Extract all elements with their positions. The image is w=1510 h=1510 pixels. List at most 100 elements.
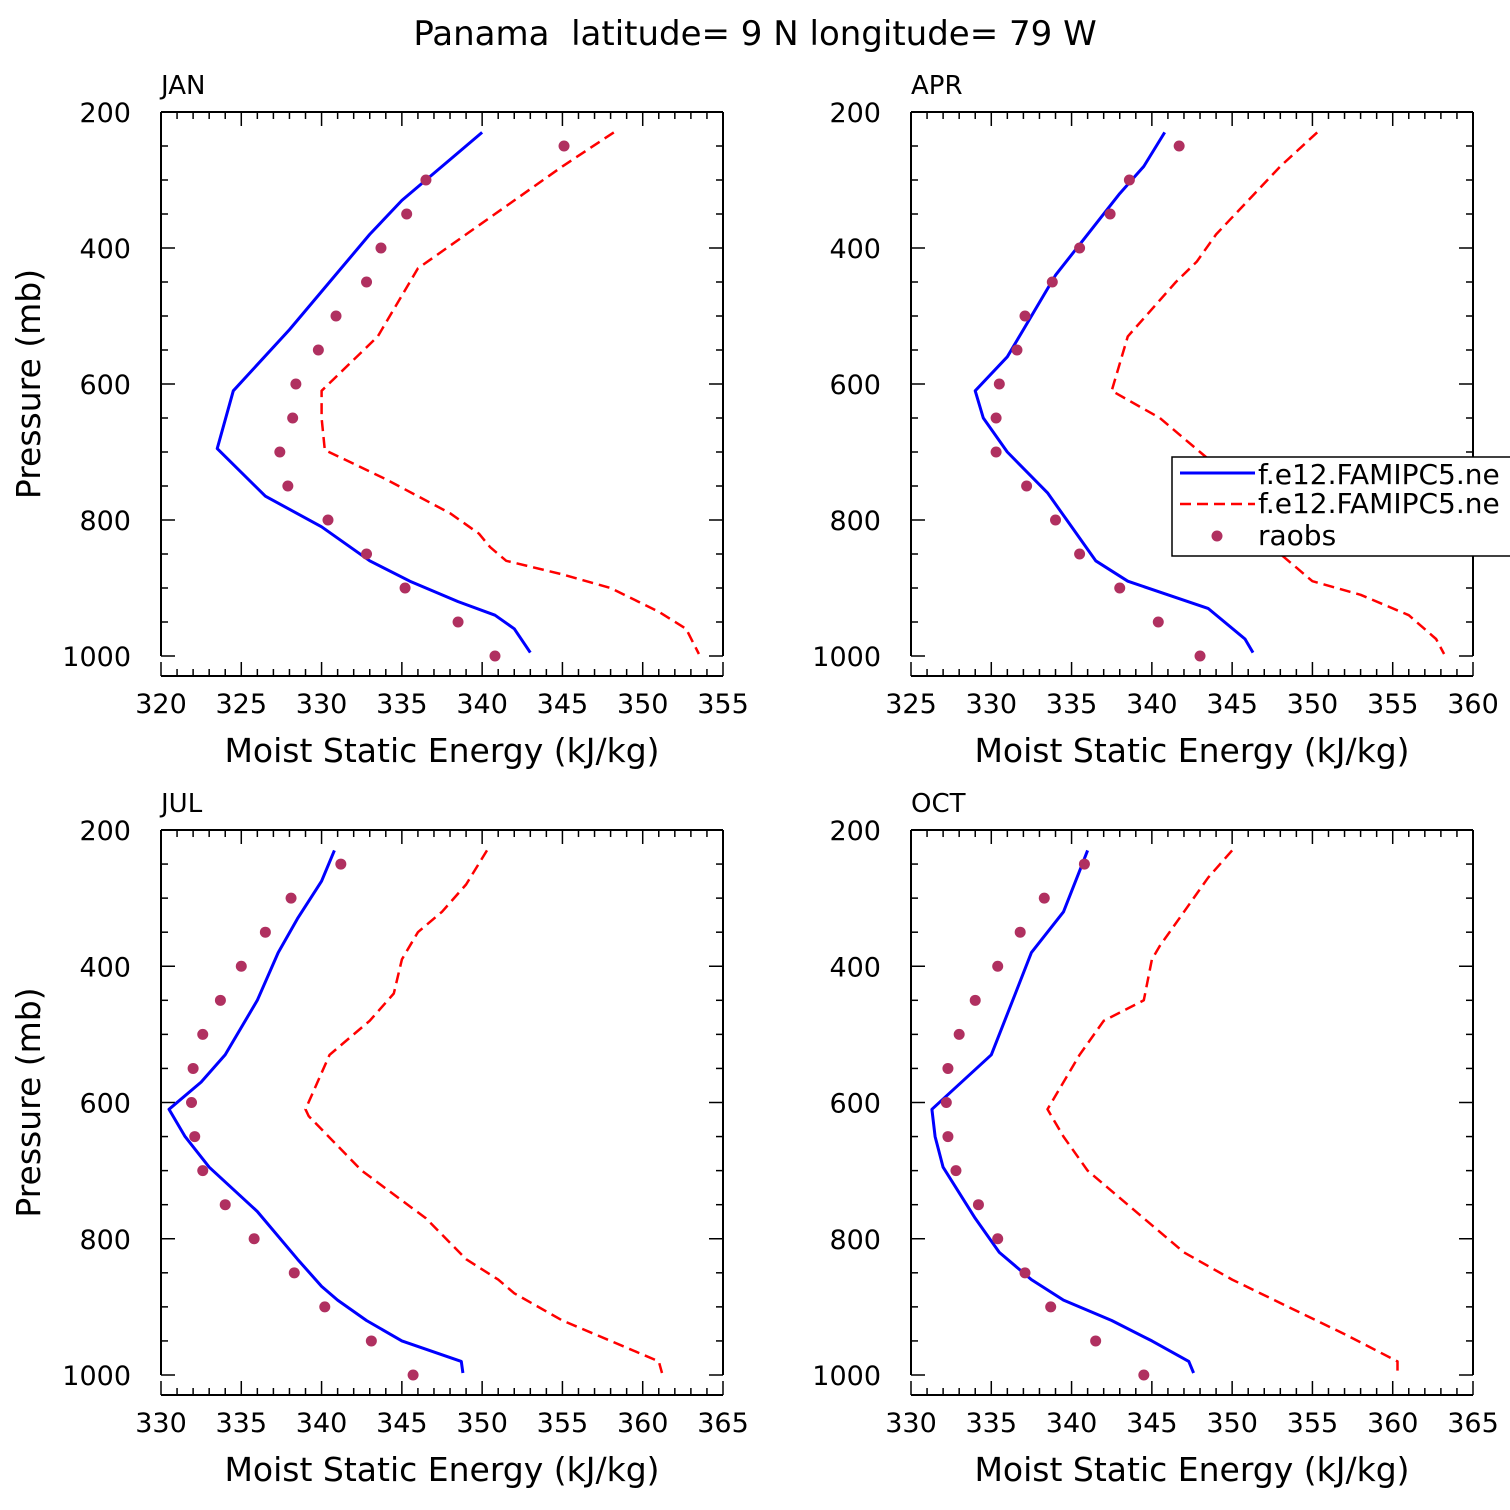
panel-jan-y-tick-label: 400 xyxy=(79,234,131,265)
panel-jan-raobs-point xyxy=(361,276,373,288)
panel-jan-x-tick-label: 340 xyxy=(456,689,508,720)
panel-oct-x-tick-label: 350 xyxy=(1206,1408,1258,1439)
panel-oct-y-tick-label: 1000 xyxy=(812,1361,881,1392)
panel-jul-ylabel: Pressure (mb) xyxy=(9,987,48,1217)
panel-jan-x-tick-label: 330 xyxy=(296,689,348,720)
panel-apr-x-tick-label: 325 xyxy=(885,689,937,720)
panel-jul-raobs-point xyxy=(335,858,347,870)
panel-oct-raobs-point xyxy=(1090,1335,1102,1347)
panel-apr-raobs-point xyxy=(1074,242,1086,254)
panel-oct-y-tick-label: 200 xyxy=(829,816,881,847)
panel-jul-y-tick-label: 200 xyxy=(79,816,131,847)
panel-jan-x-tick-label: 325 xyxy=(216,689,268,720)
panel-jan: 320 325 330 335 340 345 350 355 200 400 600 800 1000… xyxy=(9,71,749,770)
panel-oct-raobs-point xyxy=(1045,1301,1057,1313)
panel-jan-raobs-point xyxy=(401,208,413,220)
panel-jul-raobs-point xyxy=(288,1267,300,1279)
panel-jul-title: JUL xyxy=(159,789,203,819)
panel-apr-raobs-point xyxy=(1021,480,1033,492)
panel-apr: 325 330 335 340 345 350 355 360 200 400 600 800 1000… xyxy=(812,71,1498,770)
panel-jul-x-tick-label: 350 xyxy=(456,1408,508,1439)
panel-oct-raobs-point xyxy=(992,1233,1004,1245)
panel-jul-series-dashed-line xyxy=(304,849,664,1374)
panel-jul-y-tick-label: 800 xyxy=(79,1225,131,1256)
panel-oct-raobs-point xyxy=(942,1062,954,1074)
panel-oct-raobs-point xyxy=(1078,858,1090,870)
panel-oct-raobs-point xyxy=(972,1199,984,1211)
panel-apr-raobs-point xyxy=(990,412,1002,424)
panel-jan-ylabel: Pressure (mb) xyxy=(9,269,48,499)
panel-oct-series-dashed-line xyxy=(1046,849,1399,1373)
panel-jan-raobs-point xyxy=(282,480,294,492)
panel-jan-y-tick-label: 600 xyxy=(79,370,131,401)
panel-jul-raobs-point xyxy=(189,1131,201,1143)
panel-jan-x-tick-label: 350 xyxy=(617,689,669,720)
panel-jan-series-dashed-line xyxy=(320,131,701,655)
panel-jan-raobs-point xyxy=(330,310,342,322)
panel-oct-raobs-point xyxy=(950,1165,962,1177)
panel-apr-raobs-point xyxy=(1011,344,1023,356)
panel-jul-x-tick-label: 330 xyxy=(135,1408,187,1439)
panel-apr-series-dashed-line xyxy=(1110,131,1446,655)
panel-oct-x-tick-label: 335 xyxy=(966,1408,1018,1439)
panel-jan-raobs-point xyxy=(290,378,302,390)
panel-apr-raobs-point xyxy=(1074,548,1086,560)
panel-apr-raobs-point xyxy=(1123,174,1135,186)
panel-jul-raobs-point xyxy=(186,1097,198,1108)
panel-apr-y-tick-label: 600 xyxy=(829,370,881,401)
panel-jan-raobs-point xyxy=(361,548,373,560)
panel-apr-raobs-point xyxy=(1019,310,1031,322)
panel-oct-raobs-point xyxy=(1019,1267,1031,1279)
panel-jul-y-tick-label: 400 xyxy=(79,952,131,983)
panel-oct-raobs-point xyxy=(969,994,981,1006)
panel-apr-title: APR xyxy=(911,71,963,101)
panel-apr-raobs-point xyxy=(1114,582,1126,594)
panel-oct-raobs-point xyxy=(992,960,1004,972)
panel-apr-raobs-point xyxy=(990,446,1002,458)
panel-apr-raobs-point xyxy=(1050,514,1062,526)
panel-oct-x-tick-label: 355 xyxy=(1287,1408,1339,1439)
panel-apr-x-tick-label: 350 xyxy=(1287,689,1339,720)
panel-jul-raobs-point xyxy=(365,1335,377,1347)
panel-jan-raobs-point xyxy=(312,344,324,356)
panel-oct-x-tick-label: 330 xyxy=(885,1408,937,1439)
panel-jul-raobs-point xyxy=(214,994,226,1006)
panel-jul-xlabel: Moist Static Energy (kJ/kg) xyxy=(224,1450,659,1489)
panel-apr-x-tick-label: 330 xyxy=(966,689,1018,720)
panel-oct-x-tick-label: 345 xyxy=(1126,1408,1178,1439)
panel-oct-raobs-point xyxy=(940,1097,952,1108)
panel-apr-raobs-point xyxy=(1104,208,1116,220)
panel-apr-y-tick-label: 1000 xyxy=(812,642,881,673)
panel-jul-raobs-point xyxy=(285,892,297,904)
panels: 320 325 330 335 340 345 350 355 200 400 600 800 1000… xyxy=(9,71,1499,1489)
panel-apr-x-tick-label: 360 xyxy=(1447,689,1499,720)
panel-jan-raobs-point xyxy=(558,140,570,152)
panel-jan-x-tick-label: 335 xyxy=(376,689,428,720)
panel-oct-xlabel: Moist Static Energy (kJ/kg) xyxy=(974,1450,1409,1489)
legend-label-solid: f.e12.FAMIPC5.ne xyxy=(1258,458,1500,491)
panel-oct-raobs-point xyxy=(1038,892,1050,904)
panel-oct-raobs-point xyxy=(942,1131,954,1143)
panel-jan-raobs-point xyxy=(489,650,501,662)
panel-jan-raobs-point xyxy=(452,616,464,628)
legend-label-raobs: raobs xyxy=(1258,519,1336,552)
panel-jan-raobs-point xyxy=(287,412,299,424)
panel-jul-raobs-point xyxy=(319,1301,331,1313)
panel-oct-title: OCT xyxy=(911,789,966,819)
panel-jan-x-tick-label: 345 xyxy=(537,689,589,720)
panel-jan-xlabel: Moist Static Energy (kJ/kg) xyxy=(224,731,659,770)
panel-jul-raobs-point xyxy=(235,960,247,972)
panel-jan-y-tick-label: 200 xyxy=(79,98,131,129)
panel-jan-x-tick-label: 320 xyxy=(135,689,187,720)
legend-label-dashed: f.e12.FAMIPC5.ne xyxy=(1258,487,1500,520)
panel-oct-y-tick-label: 400 xyxy=(829,952,881,983)
panel-jan-y-tick-label: 1000 xyxy=(62,642,131,673)
panel-oct-raobs-point xyxy=(953,1028,965,1040)
panel-oct-raobs-point xyxy=(1138,1369,1150,1381)
panel-oct-y-tick-label: 600 xyxy=(829,1089,881,1120)
panel-jul-x-tick-label: 365 xyxy=(697,1408,749,1439)
panel-apr-y-tick-label: 200 xyxy=(829,98,881,129)
panel-jul-raobs-point xyxy=(259,926,271,938)
panel-jan-title: JAN xyxy=(159,71,205,101)
